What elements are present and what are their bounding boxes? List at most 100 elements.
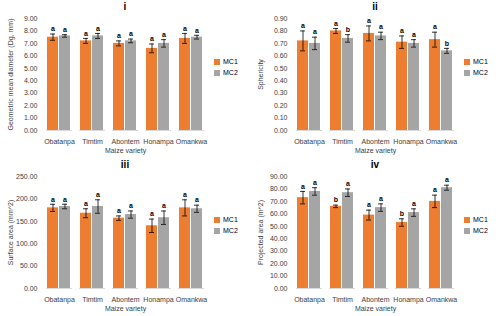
- svg-text:a: a: [96, 191, 100, 198]
- svg-text:a: a: [84, 30, 88, 37]
- svg-text:70.00: 70.00: [270, 198, 288, 205]
- svg-text:b: b: [400, 210, 404, 217]
- svg-text:a: a: [84, 200, 88, 207]
- svg-text:9.00: 9.00: [24, 15, 38, 22]
- svg-text:a: a: [51, 25, 55, 32]
- svg-text:0.00: 0.00: [24, 285, 38, 292]
- svg-text:200.00: 200.00: [16, 195, 38, 202]
- svg-text:b: b: [346, 26, 350, 33]
- svg-text:a: a: [334, 20, 338, 27]
- svg-text:Surface area (mm^2): Surface area (mm^2): [7, 200, 15, 266]
- svg-text:b: b: [334, 196, 338, 203]
- svg-text:a: a: [412, 31, 416, 38]
- svg-text:a: a: [367, 17, 371, 24]
- svg-text:a: a: [63, 26, 67, 33]
- svg-text:a: a: [412, 200, 416, 207]
- svg-text:Timtim: Timtim: [82, 296, 103, 303]
- svg-text:50.00: 50.00: [270, 223, 288, 230]
- svg-text:50.00: 50.00: [20, 262, 38, 269]
- svg-text:0.00: 0.00: [274, 127, 288, 134]
- svg-text:5.00: 5.00: [24, 65, 38, 72]
- svg-text:a: a: [96, 25, 100, 32]
- svg-text:a: a: [195, 27, 199, 34]
- svg-text:a: a: [195, 196, 199, 203]
- svg-text:a: a: [301, 183, 305, 190]
- svg-text:80.00: 80.00: [270, 185, 288, 192]
- svg-text:0.10: 0.10: [274, 114, 288, 121]
- svg-text:Omankwa: Omankwa: [426, 296, 458, 303]
- svg-text:4.00: 4.00: [24, 77, 38, 84]
- svg-text:40.00: 40.00: [270, 235, 288, 242]
- svg-text:a: a: [433, 186, 437, 193]
- svg-text:a: a: [183, 191, 187, 198]
- svg-text:0.80: 0.80: [274, 27, 288, 34]
- svg-text:a: a: [400, 27, 404, 34]
- svg-text:3.00: 3.00: [24, 89, 38, 96]
- svg-text:150.00: 150.00: [16, 218, 38, 225]
- svg-text:Omankwa: Omankwa: [426, 138, 458, 145]
- svg-text:a: a: [301, 22, 305, 29]
- svg-text:a: a: [346, 180, 350, 187]
- svg-text:Maize variety: Maize variety: [355, 147, 397, 155]
- svg-text:Maize variety: Maize variety: [105, 147, 147, 155]
- svg-text:Omankwa: Omankwa: [176, 296, 208, 303]
- svg-text:8.00: 8.00: [24, 27, 38, 34]
- svg-text:20.00: 20.00: [270, 260, 288, 267]
- svg-text:a: a: [150, 210, 154, 217]
- svg-text:b: b: [445, 40, 449, 47]
- svg-text:0.00: 0.00: [24, 127, 38, 134]
- svg-text:a: a: [129, 202, 133, 209]
- svg-text:Abontem: Abontem: [111, 138, 139, 145]
- svg-text:a: a: [367, 201, 371, 208]
- svg-text:Obatanpa: Obatanpa: [294, 138, 325, 146]
- svg-text:90.00: 90.00: [270, 173, 288, 180]
- svg-text:0.50: 0.50: [274, 65, 288, 72]
- svg-text:a: a: [313, 179, 317, 186]
- svg-text:0.90: 0.90: [274, 15, 288, 22]
- svg-text:Abontem: Abontem: [111, 296, 139, 303]
- svg-text:0.70: 0.70: [274, 40, 288, 47]
- svg-text:Abontem: Abontem: [361, 138, 389, 145]
- svg-text:7.00: 7.00: [24, 40, 38, 47]
- svg-text:Timtim: Timtim: [82, 138, 103, 145]
- svg-text:Timtim: Timtim: [332, 138, 353, 145]
- svg-text:2.00: 2.00: [24, 102, 38, 109]
- svg-text:Honampa: Honampa: [393, 296, 423, 304]
- svg-text:0.30: 0.30: [274, 89, 288, 96]
- svg-text:Projected area (m^2): Projected area (m^2): [257, 200, 265, 265]
- svg-text:1.00: 1.00: [24, 114, 38, 121]
- svg-text:Omankwa: Omankwa: [176, 138, 208, 145]
- svg-text:a: a: [379, 23, 383, 30]
- svg-text:a: a: [379, 195, 383, 202]
- svg-text:Geometric mean diameter (Dg, m: Geometric mean diameter (Dg, mm): [7, 18, 15, 130]
- svg-text:Obatanpa: Obatanpa: [44, 138, 75, 146]
- svg-text:0.40: 0.40: [274, 77, 288, 84]
- svg-text:30.00: 30.00: [270, 247, 288, 254]
- svg-text:0.20: 0.20: [274, 102, 288, 109]
- svg-text:250.00: 250.00: [16, 173, 38, 180]
- svg-text:a: a: [117, 32, 121, 39]
- svg-text:Timtim: Timtim: [332, 296, 353, 303]
- svg-text:6.00: 6.00: [24, 52, 38, 59]
- svg-text:Maize variety: Maize variety: [355, 305, 397, 313]
- svg-text:0.00: 0.00: [274, 285, 288, 292]
- svg-text:Honampa: Honampa: [143, 138, 173, 146]
- svg-text:Obatanpa: Obatanpa: [294, 296, 325, 304]
- svg-text:a: a: [162, 31, 166, 38]
- svg-text:Obatanpa: Obatanpa: [44, 296, 75, 304]
- svg-text:a: a: [51, 196, 55, 203]
- svg-text:a: a: [183, 25, 187, 32]
- svg-text:Honampa: Honampa: [143, 296, 173, 304]
- svg-text:Abontem: Abontem: [361, 296, 389, 303]
- svg-text:Maize variety: Maize variety: [105, 305, 147, 313]
- svg-text:60.00: 60.00: [270, 210, 288, 217]
- svg-text:a: a: [63, 196, 67, 203]
- svg-text:a: a: [313, 28, 317, 35]
- svg-text:a: a: [129, 30, 133, 37]
- svg-text:Honampa: Honampa: [393, 138, 423, 146]
- svg-text:a: a: [162, 202, 166, 209]
- svg-text:a: a: [150, 35, 154, 42]
- svg-text:10.00: 10.00: [270, 272, 288, 279]
- svg-text:100.00: 100.00: [16, 240, 38, 247]
- svg-text:0.60: 0.60: [274, 52, 288, 59]
